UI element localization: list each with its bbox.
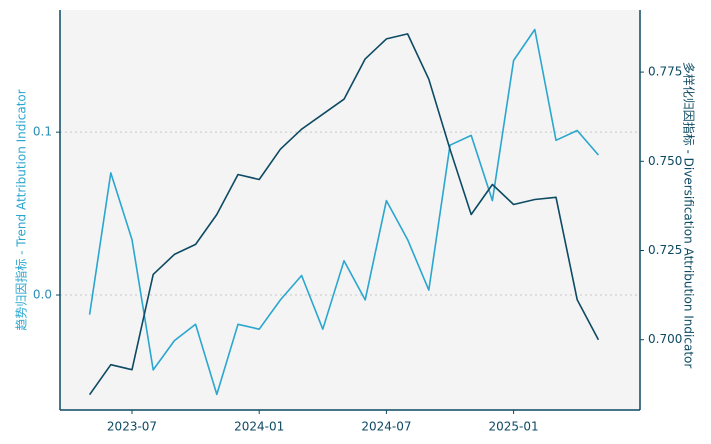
y2-tick-label: 0.700 <box>648 332 682 346</box>
series-line <box>88 28 600 396</box>
y-tick-label: 0.1 <box>33 125 52 139</box>
plot-background <box>60 10 640 410</box>
y2-tick-label: 0.775 <box>648 65 682 79</box>
y2-axis-label: 多样化归因指标 - Diversification Attribution In… <box>682 62 697 369</box>
x-tick-label: 2023-07 <box>107 420 157 434</box>
x-tick-label: 2024-01 <box>234 420 284 434</box>
y-axis-label: 趋势归因指标 - Trend Attribution Indicator <box>14 89 29 330</box>
x-tick-label: 2024-07 <box>361 420 411 434</box>
x-tick-label: 2025-01 <box>489 420 539 434</box>
y-tick-label: 0.0 <box>33 288 52 302</box>
series-line <box>88 33 600 396</box>
y2-tick-label: 0.725 <box>648 243 682 257</box>
y2-tick-label: 0.750 <box>648 154 682 168</box>
